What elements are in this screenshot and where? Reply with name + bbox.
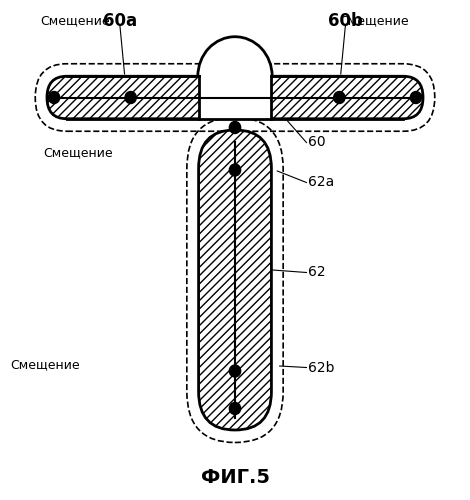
Circle shape <box>48 92 60 104</box>
Circle shape <box>229 365 241 377</box>
Text: 62a: 62a <box>308 176 334 190</box>
Text: Смещение: Смещение <box>43 146 113 159</box>
Circle shape <box>410 92 422 104</box>
Circle shape <box>229 402 241 414</box>
Circle shape <box>125 92 136 104</box>
Circle shape <box>334 92 345 104</box>
Wedge shape <box>198 36 272 76</box>
Text: 62: 62 <box>308 266 325 280</box>
Circle shape <box>229 122 241 134</box>
Text: 60b: 60b <box>328 12 363 30</box>
FancyBboxPatch shape <box>198 130 272 430</box>
Text: Смещение: Смещение <box>40 14 110 28</box>
Text: 62b: 62b <box>308 360 334 374</box>
Text: 60: 60 <box>308 136 325 149</box>
Text: Смещение: Смещение <box>10 358 80 372</box>
Bar <box>198 76 272 118</box>
Circle shape <box>229 164 241 176</box>
Text: 60a: 60a <box>103 12 137 30</box>
Text: Смещение: Смещение <box>339 14 409 28</box>
Text: ФИГ.5: ФИГ.5 <box>201 468 269 487</box>
FancyBboxPatch shape <box>47 76 423 118</box>
